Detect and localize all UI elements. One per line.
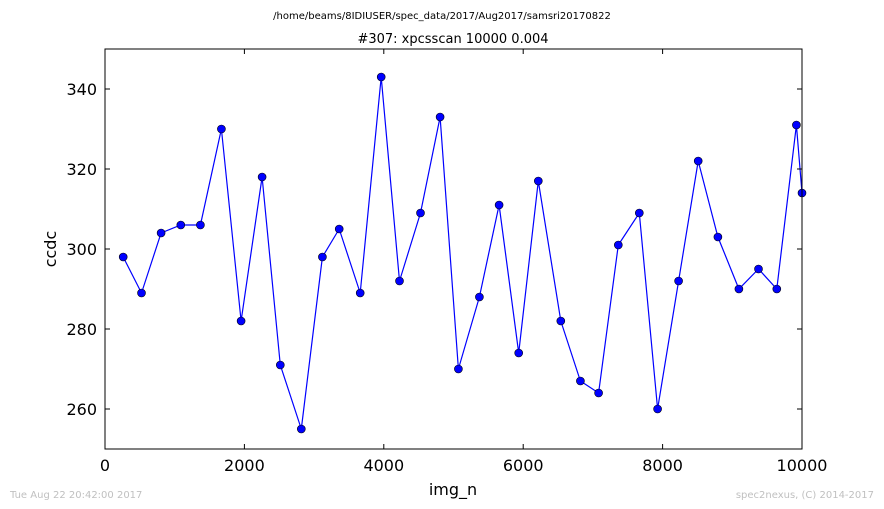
x-tick-label: 8000 — [642, 456, 683, 475]
y-axis: 260 280 300 320 340 — [66, 80, 802, 419]
data-point — [613, 240, 623, 250]
y-axis-label: ccdc — [41, 231, 60, 268]
data-point — [296, 424, 306, 434]
data-point — [156, 228, 166, 238]
data-point — [556, 316, 566, 326]
data-point — [772, 284, 782, 294]
y-tick-label: 340 — [66, 80, 97, 99]
y-tick-label: 280 — [66, 320, 97, 339]
x-axis: 0 2000 4000 6000 8000 10000 — [100, 49, 828, 475]
plot-area — [118, 72, 807, 434]
data-point — [217, 124, 226, 134]
data-point — [634, 208, 644, 218]
data-point — [395, 276, 404, 286]
data-point — [653, 404, 662, 414]
data-point — [533, 176, 543, 186]
data-point — [713, 232, 723, 242]
data-point — [594, 388, 603, 398]
data-point — [118, 252, 128, 262]
data-point — [196, 220, 205, 230]
data-point — [435, 112, 445, 122]
data-point — [318, 252, 327, 262]
data-point — [494, 200, 504, 210]
credit-footer: spec2nexus, (C) 2014-2017 — [735, 490, 874, 501]
data-point — [674, 276, 683, 286]
data-point — [416, 208, 425, 218]
data-point — [334, 224, 344, 234]
data-point — [792, 120, 801, 130]
x-tick-label: 2000 — [224, 456, 265, 475]
data-point — [734, 284, 744, 294]
timestamp-footer: Tue Aug 22 20:42:00 2017 — [10, 490, 143, 501]
chart-title: #307: xpcsscan 10000 0.004 — [357, 32, 548, 47]
x-axis-label: img_n — [429, 480, 477, 500]
data-point — [514, 348, 524, 358]
data-point — [236, 316, 246, 326]
data-point — [693, 156, 703, 166]
data-point — [576, 376, 585, 386]
y-tick-label: 300 — [66, 240, 97, 259]
data-point — [355, 288, 365, 298]
series-line — [122, 76, 803, 430]
data-point — [137, 288, 146, 298]
data-point — [475, 292, 484, 302]
data-point — [454, 364, 463, 374]
y-tick-label: 320 — [66, 160, 97, 179]
x-tick-label: 4000 — [363, 456, 404, 475]
y-tick-label: 260 — [66, 400, 97, 419]
plot-frame — [104, 48, 803, 450]
suptitle: /home/beams/8IDIUSER/spec_data/2017/Aug2… — [273, 11, 611, 22]
x-tick-label: 10000 — [777, 456, 828, 475]
x-tick-label: 6000 — [503, 456, 544, 475]
x-tick-label: 0 — [100, 456, 110, 475]
data-point — [376, 72, 386, 82]
data-point — [754, 264, 763, 274]
data-point — [275, 360, 285, 370]
data-point — [176, 220, 186, 230]
data-point — [257, 172, 267, 182]
